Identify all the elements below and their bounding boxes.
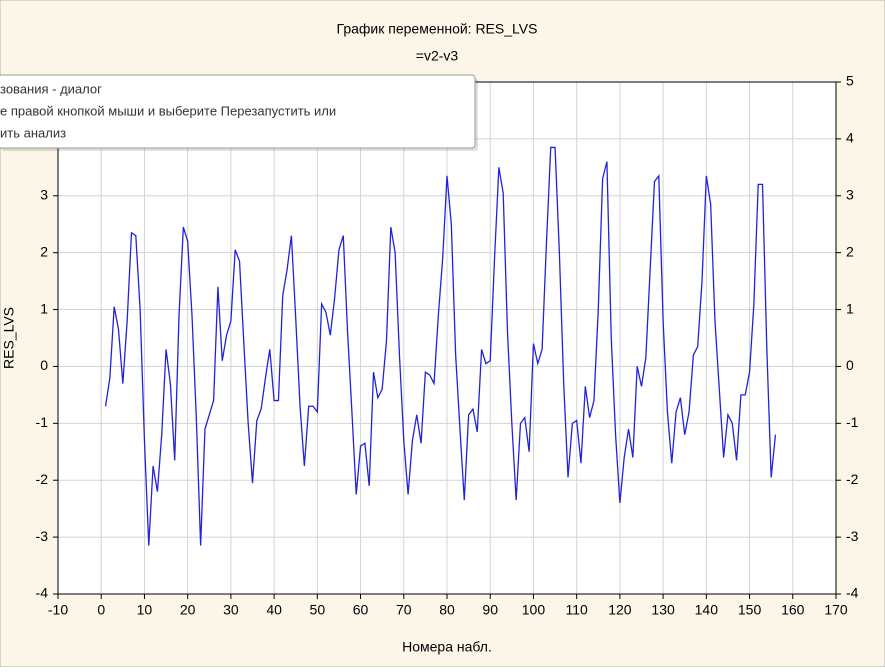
y2-tick-label: -4	[846, 585, 859, 601]
x-tick-label: 50	[310, 602, 326, 618]
y-tick-label: 2	[40, 243, 48, 259]
x-tick-label: 30	[223, 602, 239, 618]
y-tick-label: 0	[40, 357, 48, 373]
x-tick-label: 130	[651, 602, 675, 618]
x-tick-label: 10	[137, 602, 153, 618]
y-tick-label: -4	[36, 585, 49, 601]
x-axis-label: Номера набл.	[402, 639, 492, 655]
y2-tick-label: 4	[846, 130, 854, 146]
chart-title: График переменной: RES_LVS	[337, 21, 538, 37]
x-tick-label: 60	[353, 602, 369, 618]
y-tick-label: -1	[36, 414, 49, 430]
y2-tick-label: 3	[846, 186, 854, 202]
y2-tick-label: 5	[846, 73, 854, 89]
x-tick-label: 100	[522, 602, 546, 618]
y2-tick-label: -2	[846, 471, 859, 487]
chart-subtitle: =v2-v3	[416, 48, 459, 64]
y2-tick-label: 2	[846, 243, 854, 259]
x-tick-label: 170	[824, 602, 848, 618]
y2-tick-label: -3	[846, 528, 859, 544]
y-tick-label: -3	[36, 528, 49, 544]
y-tick-label: 1	[40, 300, 48, 316]
x-tick-label: 90	[482, 602, 498, 618]
x-tick-label: -10	[48, 602, 68, 618]
y-tick-label: 3	[40, 186, 48, 202]
x-tick-label: 110	[566, 602, 589, 618]
y-tick-label: -2	[36, 471, 49, 487]
x-tick-label: 40	[266, 602, 282, 618]
tooltip-line: ить анализ	[0, 125, 66, 140]
x-tick-label: 150	[738, 602, 762, 618]
x-tick-label: 0	[97, 602, 105, 618]
y2-tick-label: 0	[846, 357, 854, 373]
x-tick-label: 20	[180, 602, 196, 618]
tooltip-line: е правой кнопкой мыши и выберите Перезап…	[0, 103, 336, 118]
x-tick-label: 160	[781, 602, 805, 618]
tooltip: зования - диалог е правой кнопкой мыши и …	[0, 74, 478, 151]
x-tick-label: 120	[608, 602, 632, 618]
y-axis-label: RES_LVS	[1, 307, 17, 369]
x-tick-label: 80	[439, 602, 455, 618]
y2-tick-label: 1	[846, 300, 854, 316]
tooltip-box	[0, 74, 476, 149]
tooltip-line: зования - диалог	[0, 81, 102, 96]
data-line	[104, 146, 777, 546]
y2-tick-label: -1	[846, 414, 859, 430]
x-tick-label: 140	[695, 602, 719, 618]
x-tick-label: 70	[396, 602, 412, 618]
